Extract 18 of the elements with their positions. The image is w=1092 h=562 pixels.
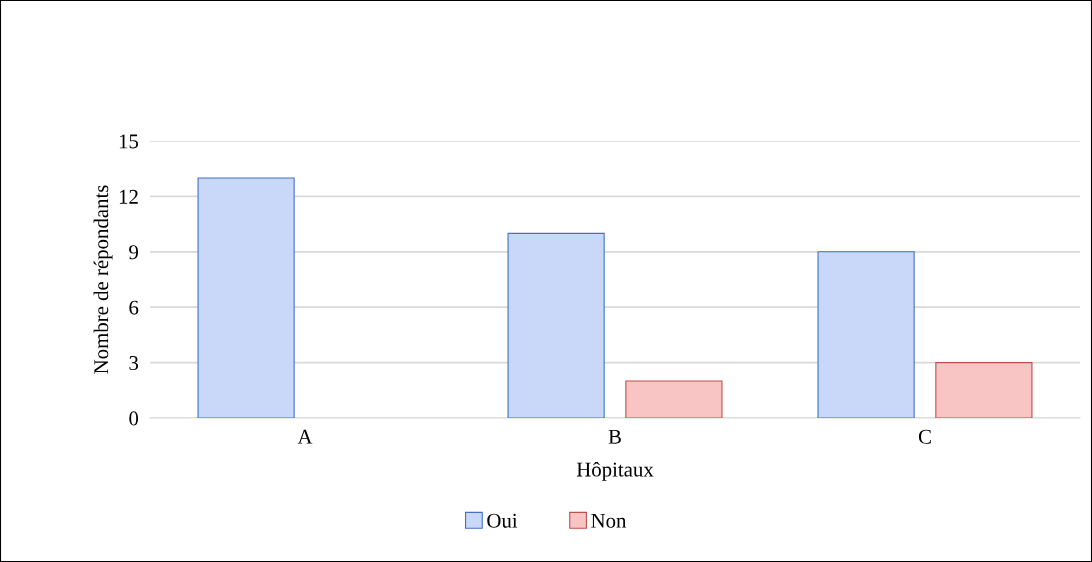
legend-label: Non — [591, 513, 627, 528]
y-tick-label: 12 — [119, 189, 138, 204]
bar — [197, 177, 295, 418]
x-tick-label: A — [297, 429, 313, 444]
bar — [935, 362, 1033, 418]
y-tick-label: 9 — [129, 245, 139, 260]
y-tick-label: 0 — [129, 411, 139, 426]
y-tick-label: 15 — [119, 134, 139, 149]
y-axis-title: Nombre de répondants — [93, 185, 113, 374]
legend-label: Oui — [487, 513, 518, 528]
bar — [625, 380, 723, 418]
x-tick-label: B — [608, 429, 621, 444]
y-tick-label: 3 — [129, 356, 139, 371]
x-axis-title: Hôpitaux — [576, 461, 654, 481]
bar — [817, 251, 915, 418]
y-tick-label: 6 — [129, 300, 139, 315]
bar — [507, 232, 605, 418]
x-tick-label: C — [918, 429, 931, 444]
